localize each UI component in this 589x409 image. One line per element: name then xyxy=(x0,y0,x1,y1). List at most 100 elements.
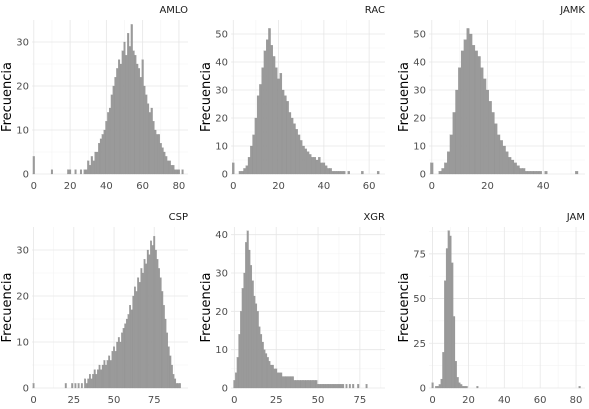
histogram-bar xyxy=(333,171,337,175)
histogram-bar xyxy=(32,383,35,389)
panel-title: XGR xyxy=(363,212,385,223)
histogram-bar xyxy=(497,134,501,175)
histogram-bar xyxy=(32,156,35,175)
x-tick-label: 0 xyxy=(31,181,37,192)
y-tick-label: 25 xyxy=(413,339,426,350)
histogram-bar xyxy=(525,171,528,175)
histogram-bar xyxy=(442,352,445,389)
histogram-bar xyxy=(447,151,450,175)
histogram-bar xyxy=(306,151,310,175)
histogram-bar xyxy=(130,24,133,175)
y-axis-label: Frecuencia xyxy=(0,62,15,132)
histogram-bar xyxy=(77,383,80,389)
histogram-bar xyxy=(132,50,135,175)
histogram-bar xyxy=(342,384,345,389)
histogram-bar xyxy=(250,265,253,389)
histogram-bar xyxy=(275,67,278,175)
histogram-bar xyxy=(90,156,93,175)
histogram-bar xyxy=(74,383,77,389)
histogram-bar xyxy=(92,374,95,389)
histogram-bar xyxy=(108,355,111,389)
y-tick-label: 10 xyxy=(16,126,29,137)
histogram-bar xyxy=(243,272,246,389)
histogram-bar xyxy=(430,162,434,175)
histogram-bar xyxy=(444,162,448,175)
histogram-bar xyxy=(472,45,476,175)
histogram-bar xyxy=(455,89,459,175)
y-tick-label: 75 xyxy=(413,249,426,260)
histogram-bar xyxy=(85,169,88,175)
histogram-bar xyxy=(337,384,340,389)
x-tick-label: 0 xyxy=(429,395,435,406)
histogram-bar xyxy=(254,117,258,175)
histogram-bar xyxy=(293,123,296,175)
histogram-bar xyxy=(458,67,462,175)
histogram-bar xyxy=(159,143,162,175)
histogram-bar xyxy=(114,77,117,175)
histogram-bar xyxy=(460,384,463,389)
histogram-bar xyxy=(125,55,128,175)
histogram-bar xyxy=(335,384,338,389)
y-tick-label: 40 xyxy=(215,230,228,241)
histogram-bar xyxy=(284,95,287,175)
y-tick-label: 0 xyxy=(23,384,29,395)
panel-title: AMLO xyxy=(159,5,188,16)
histogram-bar xyxy=(476,386,479,389)
histogram-bar xyxy=(266,39,269,175)
histogram-bar xyxy=(266,357,269,389)
histogram-bar xyxy=(175,383,178,389)
histogram-bar xyxy=(486,89,489,175)
panel-amlo: 0 20 40 60 80 0 10 20 30 AMLO Frecuencia xyxy=(0,5,188,192)
y-axis-label: Frecuencia xyxy=(0,273,15,343)
histogram-bar xyxy=(171,364,173,389)
histogram-bar xyxy=(143,85,146,175)
histogram-bar xyxy=(329,168,332,175)
histogram-bar xyxy=(67,169,70,175)
y-axis-label: Frecuencia xyxy=(397,62,412,132)
y-tick-label: 50 xyxy=(215,30,228,41)
histogram-bar xyxy=(176,169,179,175)
histogram-bar xyxy=(154,129,157,175)
histogram-bar xyxy=(119,341,122,389)
histogram-bar xyxy=(505,151,509,175)
histogram-bar xyxy=(157,134,160,175)
histogram-bar xyxy=(530,171,534,175)
histogram-bar xyxy=(270,45,273,175)
panel-rac: 0 20 40 60 0 10 20 30 40 50 RAC Frecuencia xyxy=(199,5,385,192)
histogram-bar xyxy=(84,378,86,389)
histogram-bar xyxy=(138,68,141,175)
histogram-bar xyxy=(87,378,90,389)
histogram-bar xyxy=(93,369,96,389)
histogram-bar xyxy=(313,380,316,389)
histogram-bar xyxy=(474,50,478,175)
y-axis-label: Frecuencia xyxy=(199,273,214,343)
histogram-bar xyxy=(137,277,140,389)
histogram-bar xyxy=(263,349,266,389)
histogram-bar xyxy=(145,263,148,389)
histogram-bar xyxy=(168,160,171,175)
histogram-bar xyxy=(108,107,111,175)
histogram-bar xyxy=(97,369,99,389)
histogram-bar xyxy=(295,380,298,389)
x-tick-label: 80 xyxy=(570,395,583,406)
histogram-bar xyxy=(164,318,167,389)
histogram-bar xyxy=(533,171,537,175)
histogram-bar xyxy=(121,332,123,389)
histogram-bar xyxy=(179,383,181,389)
histogram-bar xyxy=(331,171,335,175)
histogram-bar xyxy=(256,95,260,175)
histogram-bar xyxy=(174,378,177,389)
histogram-bar xyxy=(318,384,321,389)
histogram-bar xyxy=(250,145,253,175)
histogram-bar xyxy=(248,249,251,389)
histogram-bar xyxy=(283,376,286,389)
histogram-bar xyxy=(462,386,465,389)
histogram-bar xyxy=(304,148,307,175)
histogram-bar xyxy=(325,384,328,389)
histogram-bar xyxy=(79,169,82,175)
histogram-bar xyxy=(170,165,173,175)
histogram-bar xyxy=(243,168,246,175)
histogram-bar xyxy=(477,56,481,175)
histogram-bar xyxy=(352,384,355,389)
